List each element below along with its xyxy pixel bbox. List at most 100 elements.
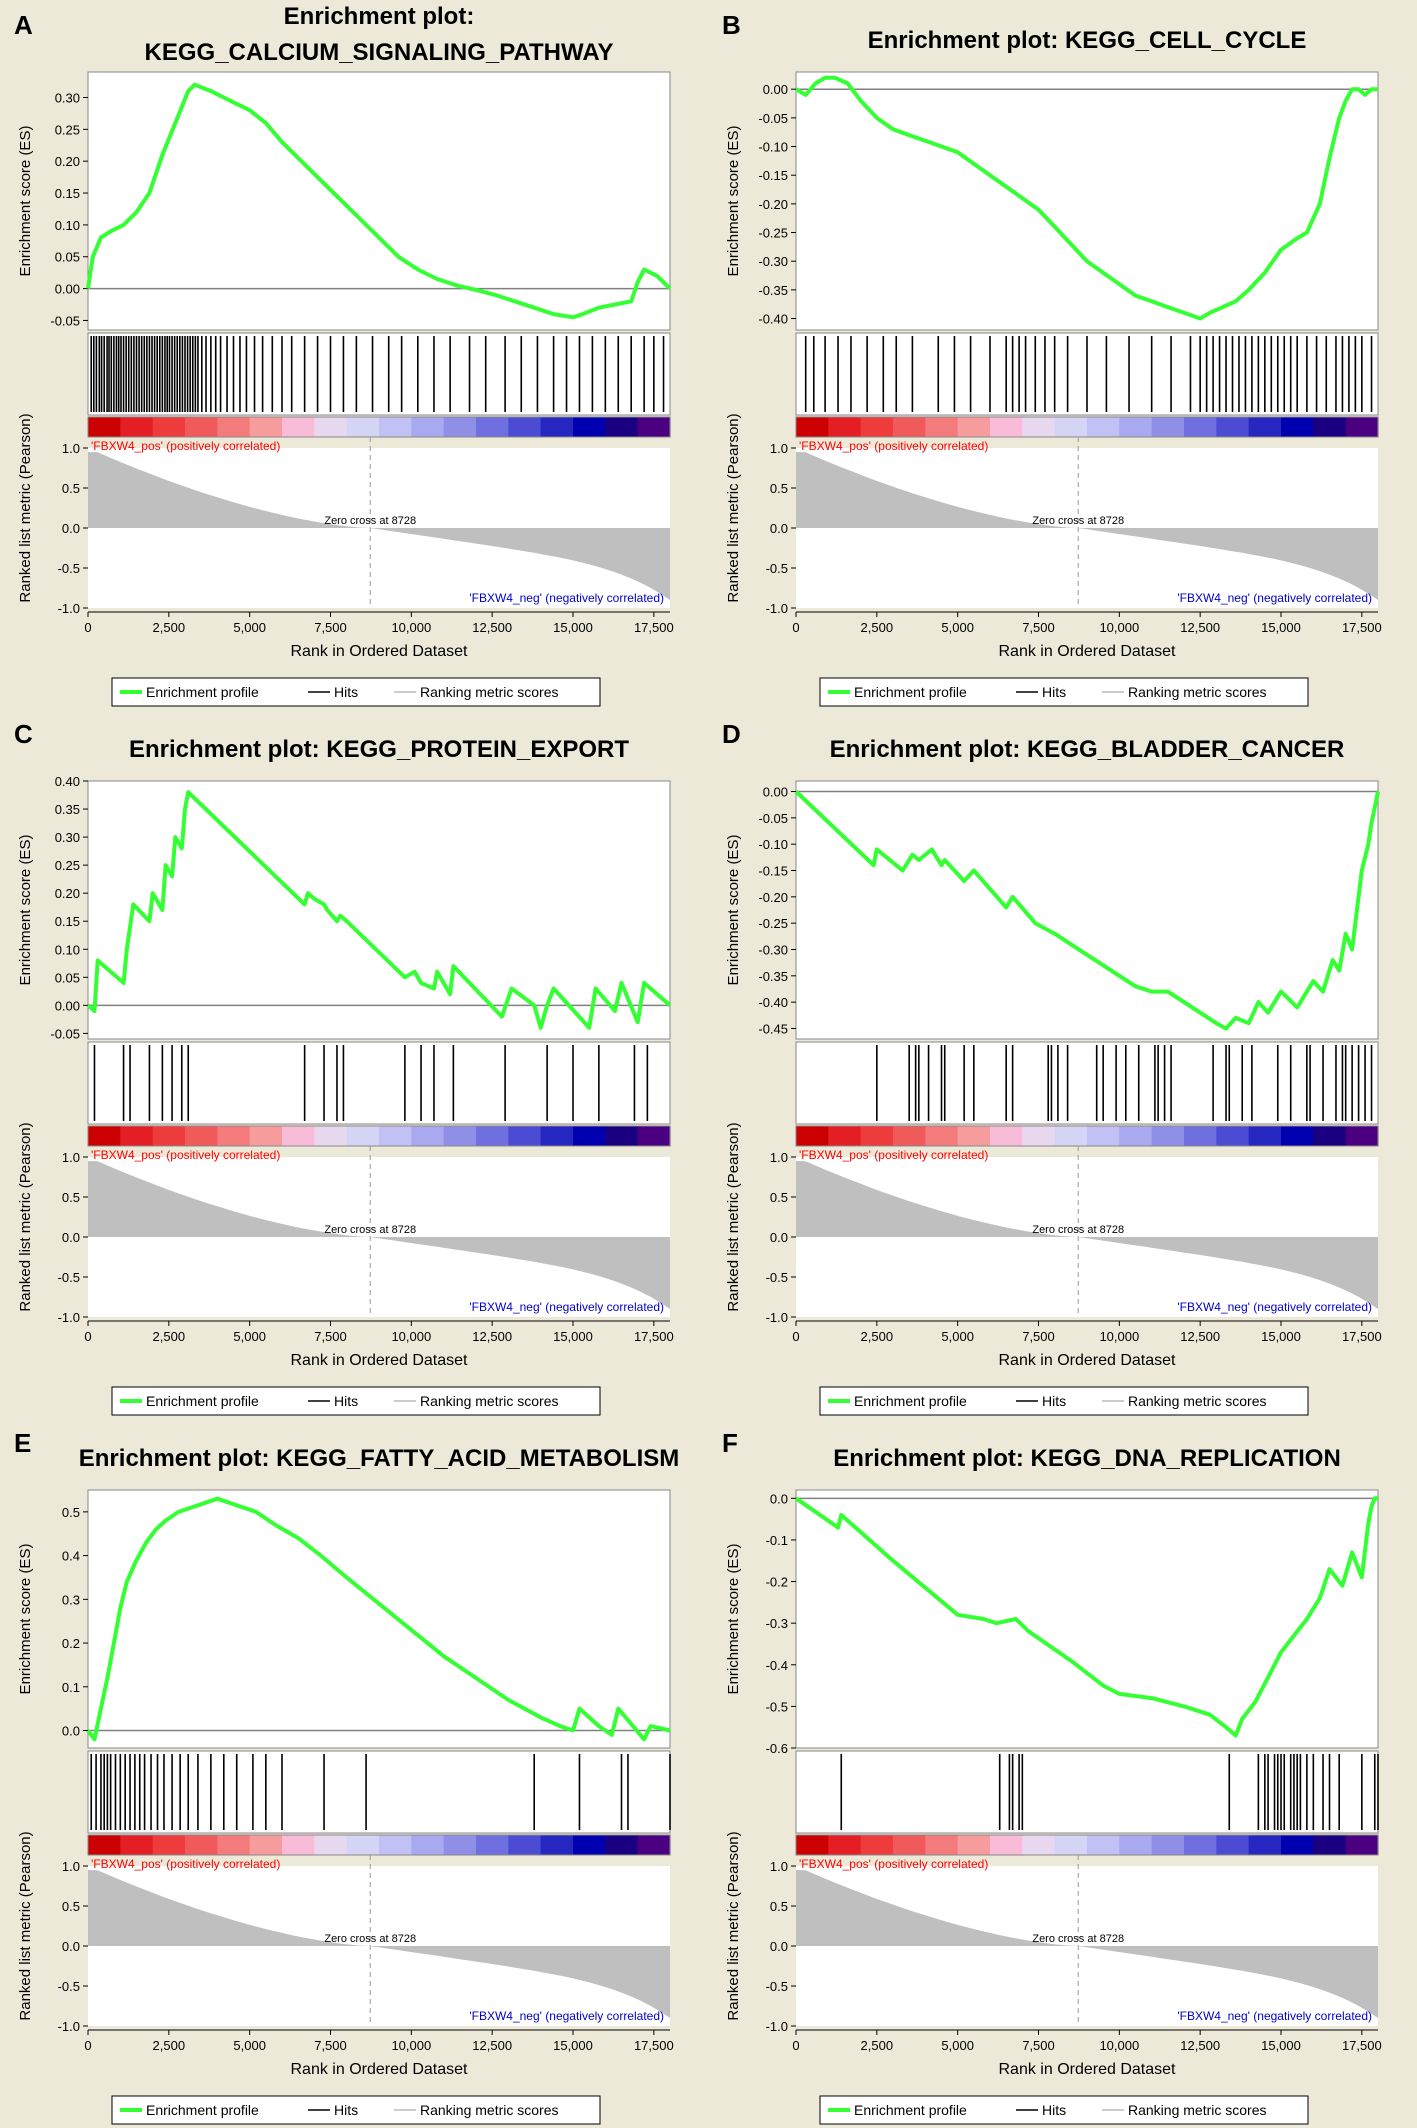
- x-tick-label: 10,000: [1099, 2038, 1139, 2053]
- chart-title: Enrichment plot: KEGG_PROTEIN_EXPORT: [129, 736, 629, 763]
- metric-y-tick-label: 0.5: [62, 481, 80, 496]
- legend-label-enrichment: Enrichment profile: [854, 2102, 967, 2118]
- metric-y-tick-label: 1.0: [770, 441, 788, 456]
- metric-y-tick-label: -0.5: [766, 1979, 788, 1994]
- legend-label-hits: Hits: [1042, 1393, 1066, 1409]
- metric-y-axis: 1.0 0.5 0.0 -0.5 -1.0: [58, 1859, 88, 2034]
- x-axis-label: Rank in Ordered Dataset: [999, 2061, 1177, 2078]
- panel-b: B Enrichment plot: KEGG_CELL_CYCLE 0.00 -0.…: [708, 0, 1416, 709]
- heatmap-segment: [573, 417, 606, 437]
- heatmap-segment: [249, 1835, 283, 1855]
- positive-correlation-label: 'FBXW4_pos' (positively correlated): [799, 1857, 988, 1871]
- es-plot-area: [87, 1489, 671, 1749]
- hits-group: [93, 1045, 649, 1121]
- panel-a: A Enrichment plot: KEGG_CALCIUM_SIGNALING_…: [0, 0, 708, 709]
- heatmap-segment: [957, 417, 991, 437]
- es-y-tick-label: 0.05: [55, 250, 80, 265]
- ranking-metric-area: [796, 452, 1378, 600]
- negative-correlation-label: 'FBXW4_neg' (negatively correlated): [1177, 591, 1372, 605]
- x-tick-label: 2,500: [153, 2038, 186, 2053]
- es-y-tick-label: 0.25: [55, 122, 80, 137]
- legend-label-ranking: Ranking metric scores: [1128, 2102, 1267, 2118]
- heatmap-segment: [605, 1835, 639, 1855]
- x-tick-label: 12,500: [472, 1329, 512, 1344]
- x-tick-label: 0: [792, 620, 799, 635]
- enrichment-profile-line: [794, 1496, 1378, 1738]
- hits-group: [840, 1754, 1379, 1830]
- es-y-tick-label: -0.30: [758, 942, 788, 957]
- metric-y-tick-label: -1.0: [58, 2019, 80, 2034]
- panel-letter: C: [14, 719, 33, 749]
- heatmap-segment: [1184, 1835, 1217, 1855]
- enrichment-profile-line: [794, 75, 1378, 321]
- heatmap-segment: [1087, 417, 1120, 437]
- ranking-metric-area: [88, 452, 670, 600]
- heatmap-segment: [1345, 1835, 1379, 1855]
- heatmap-segment: [346, 417, 380, 437]
- heatmap-segment: [346, 1126, 380, 1146]
- legend-label-enrichment: Enrichment profile: [854, 1393, 967, 1409]
- heatmap-segment: [796, 1835, 829, 1855]
- metric-y-axis-label: Ranked list metric (Pearson): [17, 1831, 34, 2020]
- metric-y-axis-label: Ranked list metric (Pearson): [725, 413, 742, 602]
- es-y-axis: 0.00 -0.05 -0.10 -0.15 -0.20 -0.25 -0.30 -0.35 -…: [758, 82, 796, 327]
- enrichment-profile-line: [86, 1496, 671, 1742]
- legend-box: [111, 2095, 601, 2125]
- metric-y-tick-label: 1.0: [62, 441, 80, 456]
- heatmap-segment: [314, 1835, 348, 1855]
- x-tick-label: 5,000: [233, 2038, 266, 2053]
- es-y-tick-label: -0.05: [758, 811, 788, 826]
- x-tick-label: 5,000: [941, 2038, 974, 2053]
- x-tick-label: 17,500: [634, 1329, 674, 1344]
- x-tick-label: 7,500: [1022, 620, 1055, 635]
- es-y-tick-label: 0.30: [55, 90, 80, 105]
- legend-label-hits: Hits: [1042, 684, 1066, 700]
- es-y-tick-label: -0.6: [766, 1741, 788, 1756]
- legend-label-ranking: Ranking metric scores: [1128, 684, 1267, 700]
- hits-group: [90, 336, 665, 412]
- x-axis: 0 2,500 5,000 7,500 10,000 12,500 15,000 17,500: [84, 2029, 674, 2053]
- panel-c: C Enrichment plot: KEGG_PROTEIN_EXPORT 0.4…: [0, 709, 708, 1418]
- heatmap-border: [87, 1834, 671, 1856]
- hits-plot-area: [795, 1041, 1379, 1125]
- hits-group: [804, 336, 1373, 412]
- x-tick-label: 7,500: [314, 2038, 347, 2053]
- heatmap-segment: [1216, 417, 1250, 437]
- x-tick-label: 17,500: [1342, 620, 1382, 635]
- legend: Enrichment profile Hits Ranking metric sco…: [111, 677, 601, 707]
- heatmap-segment: [1087, 1835, 1120, 1855]
- heatmap-segment: [957, 1835, 991, 1855]
- heatmap-segment: [314, 1126, 348, 1146]
- es-y-tick-label: 0.15: [55, 914, 80, 929]
- heatmap-segment: [1281, 1126, 1314, 1146]
- es-y-axis: 0.0 -0.1 -0.2 -0.3 -0.4 -0.5 -0.6: [766, 1491, 796, 1756]
- x-tick-label: 15,000: [1261, 620, 1301, 635]
- heatmap-segment: [476, 417, 509, 437]
- x-tick-label: 0: [84, 1329, 91, 1344]
- x-tick-label: 15,000: [553, 2038, 593, 2053]
- heatmap-segment: [411, 1126, 445, 1146]
- x-tick-label: 15,000: [1261, 2038, 1301, 2053]
- heatmap-segment: [573, 1835, 606, 1855]
- heatmap-segment: [217, 1126, 251, 1146]
- heatmap-segment: [443, 417, 477, 437]
- es-y-tick-label: 0.00: [55, 998, 80, 1013]
- heatmap-segment: [1345, 1126, 1379, 1146]
- x-tick-label: 10,000: [391, 620, 431, 635]
- heatmap-segment: [1313, 417, 1347, 437]
- chart-title: Enrichment plot: KEGG_BLADDER_CANCER: [830, 736, 1345, 763]
- chart-title: Enrichment plot:: [284, 3, 475, 30]
- es-y-tick-label: -0.05: [758, 111, 788, 126]
- heatmap-segment: [1345, 417, 1379, 437]
- x-tick-label: 17,500: [1342, 1329, 1382, 1344]
- x-tick-label: 12,500: [472, 620, 512, 635]
- ranking-heatmap-bar: [87, 416, 671, 438]
- heatmap-segment: [443, 1126, 477, 1146]
- x-tick-label: 0: [792, 1329, 799, 1344]
- heatmap-segment: [443, 1835, 477, 1855]
- metric-y-axis: 1.0 0.5 0.0 -0.5 -1.0: [766, 441, 796, 616]
- es-y-tick-label: -0.4: [766, 1658, 788, 1673]
- heatmap-segment: [88, 1126, 121, 1146]
- legend: Enrichment profile Hits Ranking metric sco…: [819, 2095, 1309, 2125]
- es-y-tick-label: 0.4: [62, 1549, 80, 1564]
